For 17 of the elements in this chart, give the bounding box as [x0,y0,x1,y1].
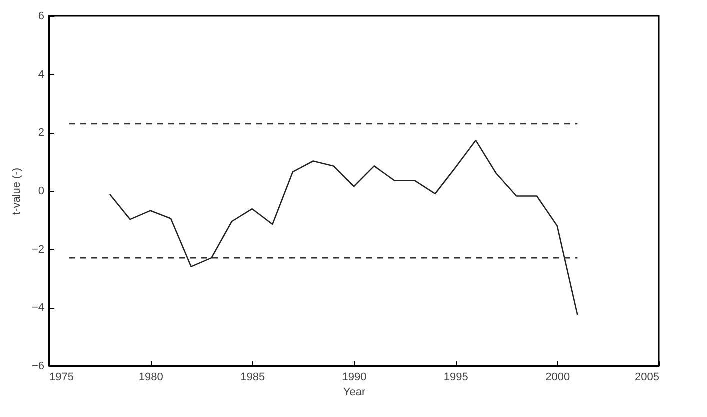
x-tick-label: 1975 [50,372,74,384]
x-tick-label: 1980 [138,372,164,384]
y-tick-label: 0 [38,186,44,198]
x-tick-label: 1995 [444,372,468,384]
x-tick-label: 2005 [635,372,660,384]
y-tick-label: −2 [32,244,44,256]
y-tick-label: 6 [38,10,44,22]
x-tick-label: 1990 [342,372,367,384]
x-tick-label: 1985 [240,372,266,384]
y-tick-label: 4 [38,68,44,81]
y-tick-label: 2 [38,127,44,140]
y-tick-label: −4 [32,302,44,314]
y-tick-label: −6 [32,360,44,372]
y-axis-title: t-value (-) [10,168,23,216]
line-series [109,140,578,316]
x-axis-title: Year [343,386,366,398]
x-tick-label: 2000 [546,372,570,384]
